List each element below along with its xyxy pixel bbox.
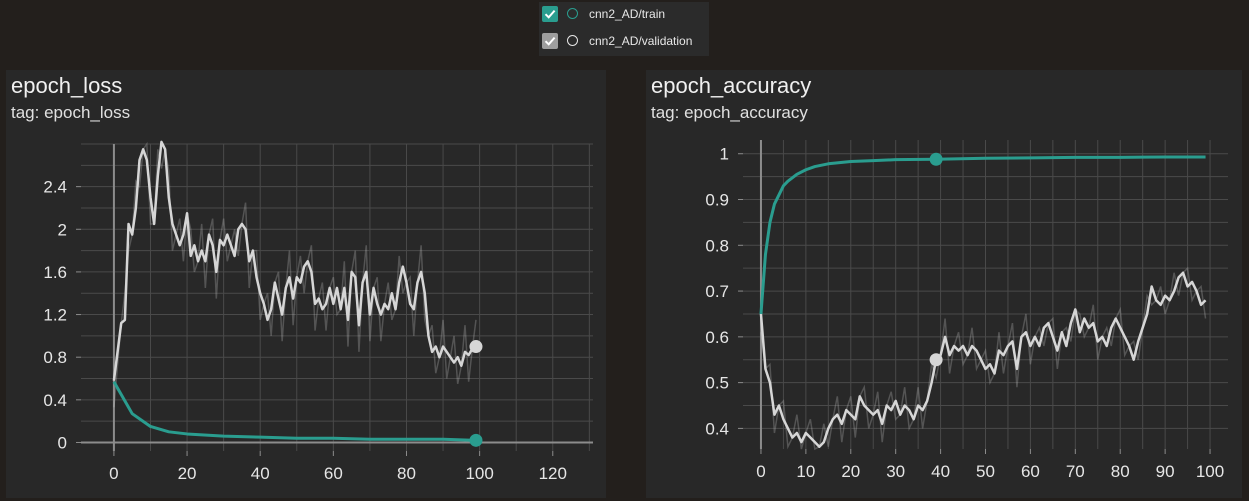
x-tick-label: 30 <box>886 462 905 481</box>
y-tick-label: 0.9 <box>705 191 729 210</box>
chart-tag: tag: epoch_accuracy <box>651 103 808 122</box>
x-tick-label: 90 <box>1156 462 1175 481</box>
epoch-accuracy-card: epoch_accuracy tag: epoch_accuracy 0 10 20… <box>646 70 1242 498</box>
train-hover-marker <box>929 152 943 166</box>
x-tick-label: 40 <box>931 462 950 481</box>
x-tick-label: 100 <box>465 464 493 483</box>
y-tick-label: 0.8 <box>43 348 67 367</box>
validation-raw-line <box>760 266 1207 451</box>
chart-title: epoch_accuracy <box>651 73 812 98</box>
y-tick-label: 1 <box>720 145 729 164</box>
validation-checkbox[interactable] <box>542 33 558 49</box>
x-tick-label: 60 <box>1021 462 1040 481</box>
x-tick-label: 70 <box>1066 462 1085 481</box>
train-series-line <box>759 155 1206 315</box>
x-tick-label: 80 <box>397 464 416 483</box>
train-hover-marker <box>469 433 483 447</box>
y-tick-label: 0.4 <box>705 419 729 438</box>
train-series-line <box>112 380 477 442</box>
validation-hover-marker <box>469 340 483 354</box>
x-tick-label: 80 <box>1111 462 1130 481</box>
y-tick-label: 1.6 <box>43 263 67 282</box>
train-checkbox[interactable] <box>542 6 558 22</box>
legend-label-validation: cnn2_AD/validation <box>589 34 693 48</box>
x-tick-label: 120 <box>539 464 567 483</box>
y-tick-label: 1.2 <box>43 306 67 325</box>
x-tick-label: 20 <box>178 464 197 483</box>
epoch-loss-card: epoch_loss tag: epoch_loss 0 20 40 60 80 100 1… <box>6 70 606 498</box>
y-tick-label: 2.4 <box>43 178 67 197</box>
x-tick-label: 50 <box>976 462 995 481</box>
y-tick-label: 0.6 <box>705 328 729 347</box>
checkmark-icon <box>544 36 556 46</box>
x-tick-label: 0 <box>756 462 765 481</box>
x-tick-label: 100 <box>1196 462 1224 481</box>
train-color-circle-icon <box>567 8 578 19</box>
legend-item-validation[interactable]: cnn2_AD/validation <box>539 30 709 56</box>
y-tick-label: 0 <box>58 433 67 452</box>
run-legend: cnn2_AD/train cnn2_AD/validation <box>539 2 709 56</box>
x-tick-label: 60 <box>324 464 343 483</box>
y-tick-label: 0.4 <box>43 391 67 410</box>
x-tick-label: 0 <box>109 464 118 483</box>
x-tick-label: 10 <box>796 462 815 481</box>
epoch-accuracy-chart[interactable]: 0 10 20 30 40 50 60 70 80 90 100 0.4 0.5 0.6 0.7 0.8 0.9… <box>646 70 1242 498</box>
epoch-loss-chart[interactable]: 0 20 40 60 80 100 120 0 0.4 0.8 1.2 1.6 2 2.4 <box>6 70 606 498</box>
y-tick-label: 0.8 <box>705 236 729 255</box>
checkmark-icon <box>544 9 556 19</box>
legend-item-train[interactable]: cnn2_AD/train <box>539 3 709 29</box>
legend-label-train: cnn2_AD/train <box>589 7 666 21</box>
validation-series-line <box>112 140 477 381</box>
x-tick-label: 20 <box>841 462 860 481</box>
validation-series-line <box>759 271 1207 448</box>
y-tick-label: 2 <box>58 220 67 239</box>
validation-color-circle-icon <box>567 35 578 46</box>
x-tick-label: 40 <box>251 464 270 483</box>
chart-title: epoch_loss <box>11 73 123 98</box>
validation-hover-marker <box>929 353 943 367</box>
y-tick-label: 0.7 <box>705 282 729 301</box>
chart-tag: tag: epoch_loss <box>11 103 131 122</box>
y-tick-label: 0.5 <box>705 374 729 393</box>
